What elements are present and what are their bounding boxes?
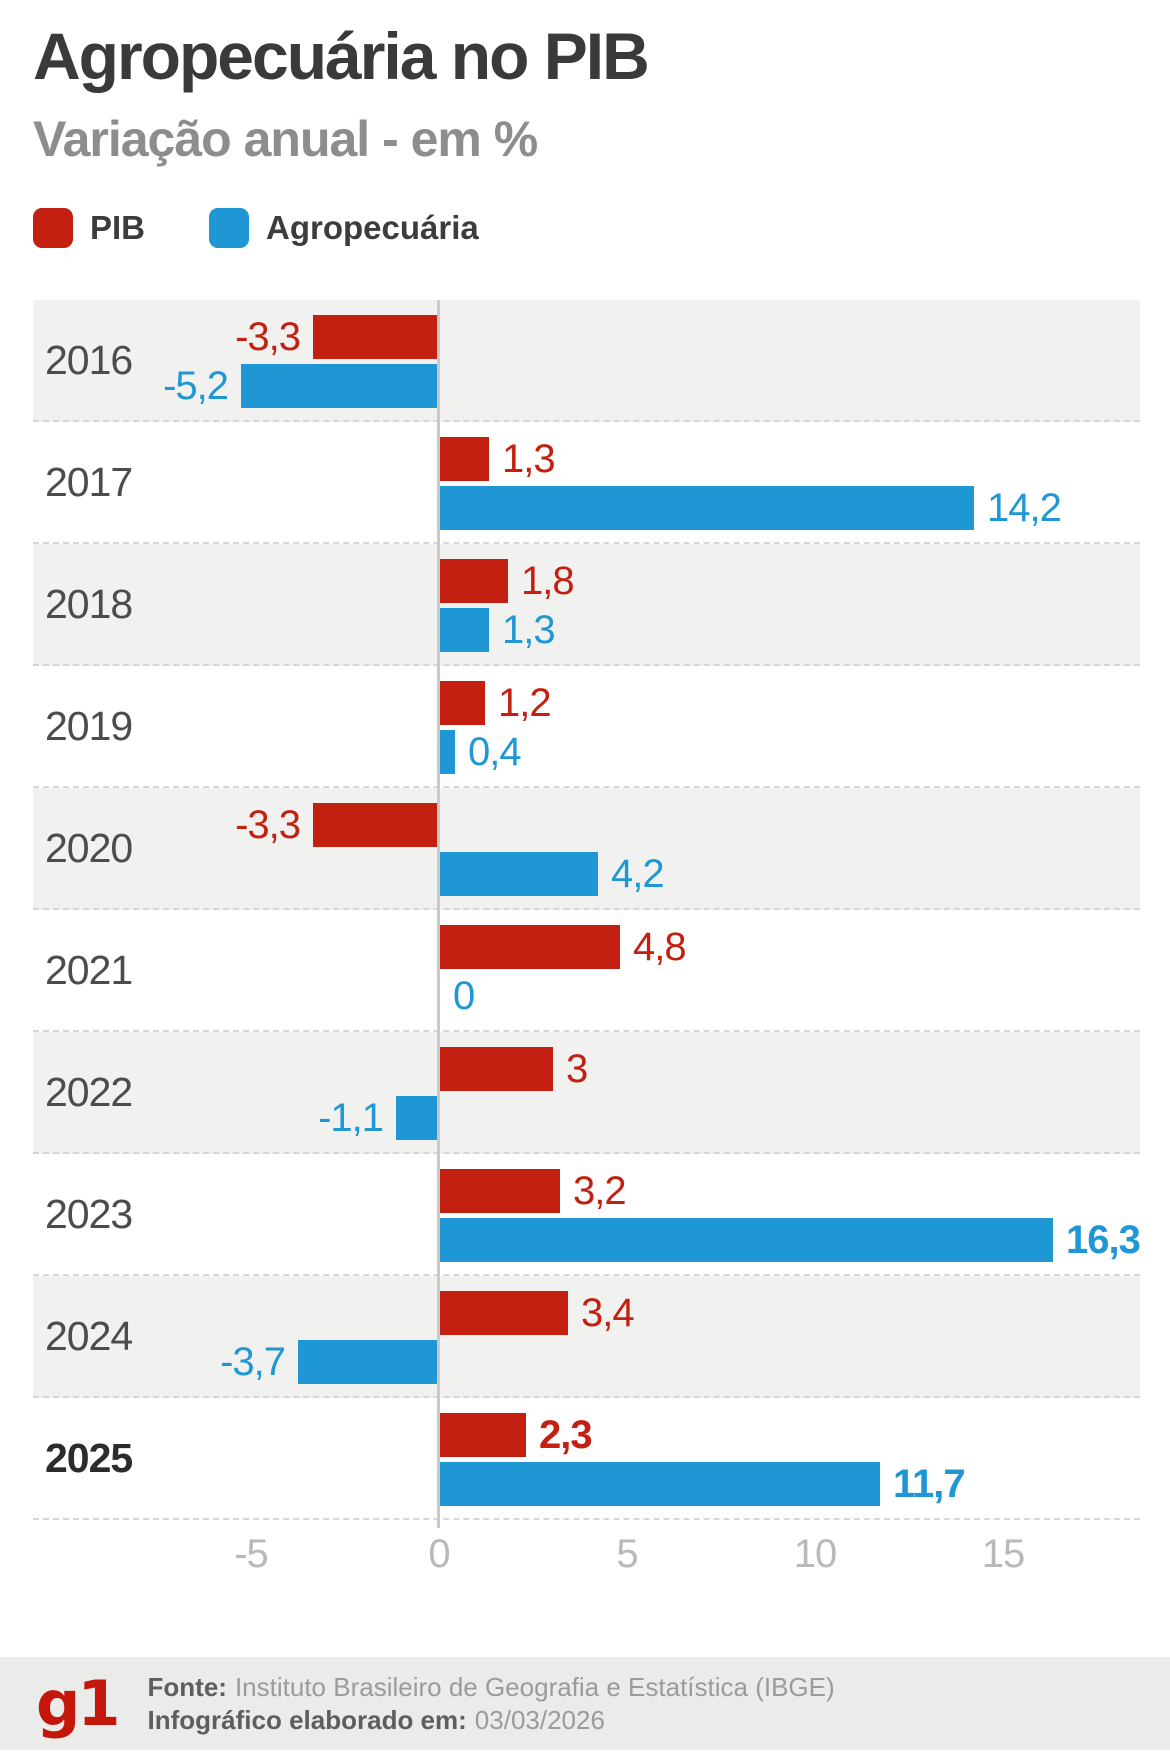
year-label: 2024: [45, 1312, 133, 1359]
pib-value-label: 3,2: [573, 1169, 627, 1213]
chart-row-2023: 2023 3,2 16,3: [33, 1154, 1141, 1276]
x-tick-10: 10: [793, 1532, 837, 1576]
agropecuaria-bar: [440, 730, 455, 774]
page-title: Agropecuária no PIB: [33, 19, 650, 93]
year-label: 2018: [45, 580, 133, 627]
year-label: 2021: [45, 946, 133, 993]
chart-row-2024: 2024 3,4 -3,7: [33, 1276, 1140, 1398]
footer: g1 Fonte: Instituto Brasileiro de Geograf…: [0, 1657, 1170, 1750]
credits: Fonte: Instituto Brasileiro de Geografia …: [148, 1671, 835, 1737]
x-tick-0: 0: [428, 1532, 450, 1576]
chart: 2016 -3,3 -5,2 2017 1,3 14,2 2018 1,8 1,3 2019 1,2…: [33, 300, 1141, 1600]
year-label: 2022: [45, 1068, 133, 1115]
year-label: 2025: [45, 1434, 133, 1481]
agropecuaria-value-label: -3,7: [220, 1340, 286, 1384]
agropecuaria-value-label: 0,4: [468, 730, 522, 774]
pib-value-label: -3,3: [235, 315, 301, 359]
pib-value-label: 3: [566, 1047, 588, 1091]
pib-bar: [440, 437, 489, 481]
chart-row-2018: 2018 1,8 1,3: [33, 544, 1140, 666]
agropecuaria-value-label: 0: [453, 974, 475, 1018]
pib-value-label: 2,3: [539, 1413, 593, 1457]
year-label: 2023: [45, 1190, 133, 1237]
pib-bar: [440, 1291, 568, 1335]
pib-value-label: 3,4: [581, 1291, 635, 1335]
source-label: Fonte:: [147, 1671, 227, 1702]
chart-row-2017: 2017 1,3 14,2: [33, 422, 1140, 544]
chart-row-2020: 2020 -3,3 4,2: [33, 788, 1140, 910]
chart-row-2016: 2016 -3,3 -5,2: [33, 300, 1140, 422]
agropecuaria-bar: [440, 1218, 1053, 1262]
pib-value-label: -3,3: [235, 803, 301, 847]
g1-logo: g1: [36, 1666, 121, 1740]
agropecuaria-bar: [298, 1340, 437, 1384]
agropecuaria-bar: [440, 852, 598, 896]
agropecuaria-value-label: 16,3: [1066, 1218, 1141, 1262]
date-label: Infográfico elaborado em:: [147, 1704, 467, 1735]
pib-bar: [440, 1169, 560, 1213]
year-label: 2019: [45, 702, 133, 749]
chart-row-2022: 2022 3 -1,1: [33, 1032, 1140, 1154]
legend-label-pib: PIB: [90, 209, 146, 246]
x-tick--5: -5: [234, 1532, 269, 1576]
agropecuaria-bar: [440, 486, 974, 530]
agropecuaria-swatch: [209, 208, 250, 248]
agropecuaria-bar: [440, 608, 489, 652]
x-tick-5: 5: [616, 1532, 638, 1576]
pib-bar: [313, 315, 437, 359]
chart-row-2019: 2019 1,2 0,4: [33, 666, 1140, 788]
pib-bar: [440, 681, 485, 725]
agropecuaria-value-label: 11,7: [893, 1462, 966, 1506]
source-line: Fonte: Instituto Brasileiro de Geografia …: [148, 1671, 835, 1704]
chart-row-2025: 2025 2,3 11,7: [33, 1398, 1140, 1520]
agropecuaria-value-label: 14,2: [987, 486, 1062, 530]
agropecuaria-value-label: -5,2: [163, 364, 229, 408]
legend: PIB Agropecuária: [33, 208, 479, 248]
zero-axis-line: [437, 300, 440, 1528]
legend-item-pib: PIB: [33, 208, 145, 248]
year-label: 2016: [45, 336, 133, 383]
pib-value-label: 1,8: [521, 559, 575, 603]
pib-bar: [440, 559, 508, 603]
chart-row-2021: 2021 4,8 0: [33, 910, 1140, 1032]
x-axis: -5 0 5 10 15: [33, 1534, 1140, 1584]
x-tick-15: 15: [981, 1532, 1025, 1576]
year-label: 2020: [45, 824, 133, 871]
pib-value-label: 4,8: [633, 925, 687, 969]
pib-swatch: [33, 208, 73, 248]
legend-item-agropecuaria: Agropecuária: [209, 208, 479, 248]
agropecuaria-value-label: -1,1: [318, 1096, 384, 1140]
pib-value-label: 1,3: [502, 437, 556, 481]
agropecuaria-bar: [440, 1462, 880, 1506]
legend-label-agropecuaria: Agropecuária: [266, 209, 479, 246]
date-line: Infográfico elaborado em: 03/03/2026: [148, 1704, 835, 1737]
source-value: Instituto Brasileiro de Geografia e Esta…: [234, 1671, 835, 1702]
agropecuaria-value-label: 4,2: [611, 852, 665, 896]
pib-bar: [440, 1413, 526, 1457]
pib-bar: [440, 1047, 553, 1091]
year-label: 2017: [45, 458, 133, 505]
page-subtitle: Variação anual - em %: [33, 111, 538, 167]
pib-bar: [313, 803, 437, 847]
pib-value-label: 1,2: [498, 681, 552, 725]
agropecuaria-bar: [241, 364, 437, 408]
agropecuaria-bar: [396, 1096, 437, 1140]
date-value: 03/03/2026: [474, 1704, 605, 1735]
pib-bar: [440, 925, 620, 969]
agropecuaria-value-label: 1,3: [502, 608, 556, 652]
